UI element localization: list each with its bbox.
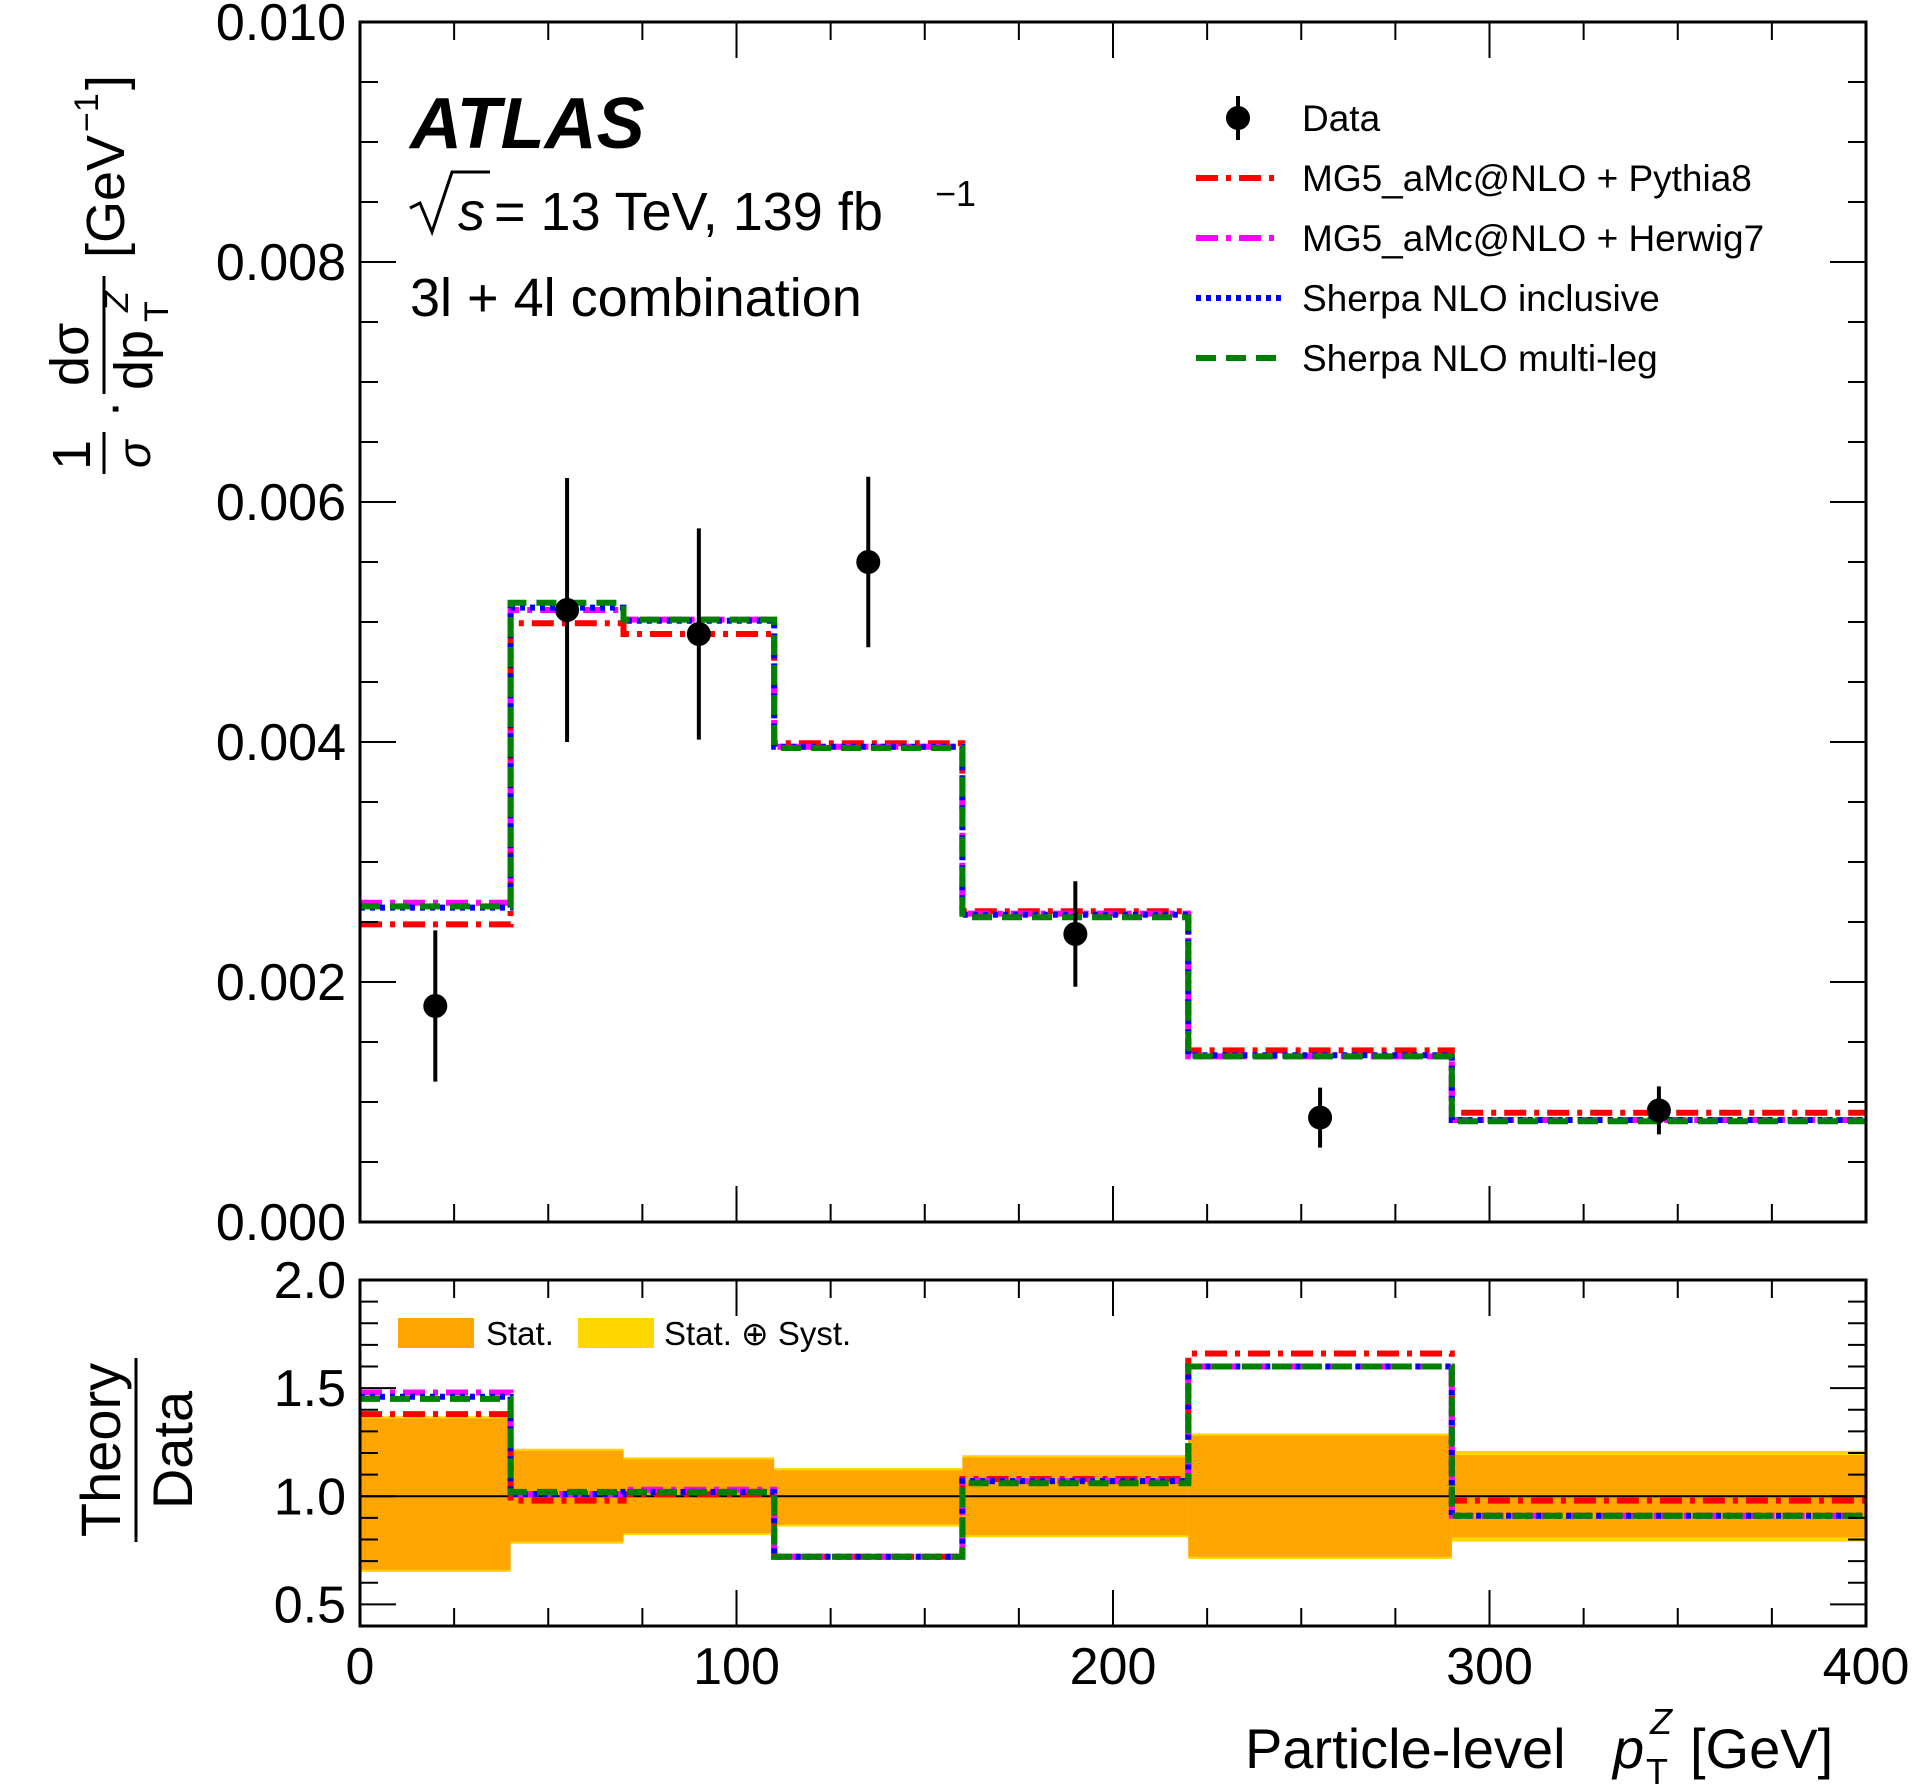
main-series-4 bbox=[360, 599, 1866, 1125]
ratio-panel: 0.5 1.0 1.5 2.0 0 100 200 300 400 Stat. Stat. ⊕… bbox=[69, 1252, 1909, 1788]
ylabel-unit-close: ] bbox=[76, 75, 136, 90]
ylabel-dp: dp bbox=[104, 330, 164, 390]
stat-band bbox=[774, 1470, 963, 1525]
ratio-series-4 bbox=[360, 1363, 1866, 1560]
stat-legend-label: Stat. bbox=[486, 1315, 554, 1352]
main-y-tick-label: 0.004 bbox=[216, 714, 346, 772]
legend-series-label: MG5_aMc@NLO + Pythia8 bbox=[1302, 158, 1752, 199]
total-legend-label: Stat. ⊕ Syst. bbox=[664, 1315, 851, 1352]
main-ticks bbox=[359, 21, 1867, 1223]
ylabel-unit: [GeV bbox=[76, 135, 136, 258]
main-y-tick-label: 0.010 bbox=[216, 0, 346, 52]
svg-text:·: · bbox=[82, 400, 142, 418]
main-series-3 bbox=[360, 604, 1866, 1123]
atlas-label: ATLAS bbox=[408, 84, 645, 164]
ylabel-Z: Z bbox=[98, 290, 136, 313]
data-point bbox=[423, 994, 448, 1018]
ylabel-unit-sup: −1 bbox=[68, 93, 106, 132]
xlabel-p: p bbox=[1611, 1717, 1644, 1780]
ratio-y-tick-label: 0.5 bbox=[274, 1576, 346, 1634]
x-tick-labels: 0 100 200 300 400 bbox=[346, 1638, 1910, 1696]
x-tick-label: 400 bbox=[1823, 1638, 1910, 1696]
ratio-series-group bbox=[360, 1350, 1866, 1560]
energy-text: = 13 TeV, 139 fb bbox=[494, 182, 883, 242]
main-y-axis-title: 1 σ · dσ dp T Z [GeV −1 ] bbox=[40, 75, 176, 474]
legend-data-marker bbox=[1226, 106, 1250, 130]
main-series-1 bbox=[360, 620, 1866, 1116]
ylabel-dsigma: dσ bbox=[40, 323, 100, 386]
ylabel-one: 1 bbox=[42, 440, 102, 470]
xlabel-prefix: Particle-level bbox=[1245, 1717, 1566, 1780]
main-legend: Data MG5_aMc@NLO + Pythia8 MG5_aMc@NLO + H… bbox=[1196, 96, 1764, 379]
energy-s: s bbox=[458, 182, 485, 242]
xlabel-Z: Z bbox=[1649, 1701, 1673, 1742]
data-point bbox=[1063, 922, 1088, 946]
stat-legend-swatch bbox=[398, 1318, 474, 1348]
ratio-ylabel-num: Theory bbox=[69, 1363, 132, 1537]
data-point bbox=[1308, 1105, 1333, 1130]
main-series-2 bbox=[360, 607, 1866, 1123]
main-panel: 0.000 0.002 0.004 0.006 0.008 0.010 ATLAS s =… bbox=[40, 0, 1868, 1252]
data-point bbox=[686, 622, 711, 646]
xlabel-T: T bbox=[1646, 1751, 1668, 1788]
main-y-tick-label: 0.008 bbox=[216, 234, 346, 292]
xlabel-suffix: [GeV] bbox=[1690, 1717, 1833, 1780]
main-series-group bbox=[360, 599, 1866, 1125]
ratio-y-tick-labels: 0.5 1.0 1.5 2.0 bbox=[274, 1252, 346, 1634]
legend-data-label: Data bbox=[1302, 98, 1381, 139]
ratio-y-tick-label: 2.0 bbox=[274, 1252, 346, 1310]
sqrt-symbol bbox=[409, 170, 490, 237]
data-point bbox=[555, 598, 580, 622]
ratio-ticks bbox=[359, 1279, 1867, 1626]
ratio-legend: Stat. Stat. ⊕ Syst. bbox=[398, 1315, 851, 1352]
legend-series-label: Sherpa NLO multi-leg bbox=[1302, 338, 1658, 379]
data-point bbox=[1646, 1098, 1671, 1123]
x-tick-label: 100 bbox=[693, 1638, 780, 1696]
main-y-tick-label: 0.002 bbox=[216, 954, 346, 1012]
energy-sup: −1 bbox=[935, 173, 976, 214]
ratio-y-axis-title: Theory Data bbox=[69, 1358, 204, 1542]
data-points-group bbox=[423, 476, 1671, 1148]
ratio-ylabel-den: Data bbox=[141, 1390, 204, 1509]
energy-label: s = 13 TeV, 139 fb −1 bbox=[409, 170, 976, 242]
ylabel-T: T bbox=[138, 301, 176, 322]
ratio-y-tick-label: 1.5 bbox=[274, 1360, 346, 1418]
stat-band bbox=[360, 1418, 511, 1570]
ylabel-sigma: σ bbox=[108, 438, 160, 468]
x-tick-label: 0 bbox=[346, 1638, 375, 1696]
data-point bbox=[856, 550, 881, 574]
legend-series-label: Sherpa NLO inclusive bbox=[1302, 278, 1660, 319]
legend-series-label: MG5_aMc@NLO + Herwig7 bbox=[1302, 218, 1764, 259]
selection-label: 3l + 4l combination bbox=[410, 268, 862, 328]
ratio-y-tick-label: 1.0 bbox=[274, 1468, 346, 1526]
main-y-tick-label: 0.006 bbox=[216, 474, 346, 532]
main-y-tick-label: 0.000 bbox=[216, 1194, 346, 1252]
ratio-series-2 bbox=[360, 1363, 1866, 1560]
total-legend-swatch bbox=[578, 1318, 654, 1348]
x-axis-title: Particle-level p T Z [GeV] bbox=[1245, 1701, 1833, 1788]
x-tick-label: 300 bbox=[1446, 1638, 1533, 1696]
main-y-tick-labels: 0.000 0.002 0.004 0.006 0.008 0.010 bbox=[216, 0, 346, 1252]
x-tick-label: 200 bbox=[1070, 1638, 1157, 1696]
